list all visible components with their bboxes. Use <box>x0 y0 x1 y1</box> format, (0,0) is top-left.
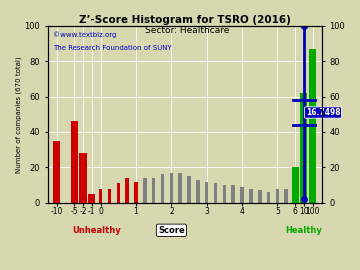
Text: Sector: Healthcare: Sector: Healthcare <box>145 26 229 35</box>
Bar <box>152 178 156 203</box>
Bar <box>300 93 307 203</box>
Y-axis label: Number of companies (670 total): Number of companies (670 total) <box>15 56 22 173</box>
Text: Score: Score <box>158 226 185 235</box>
Bar <box>134 181 138 203</box>
Bar <box>258 190 261 203</box>
Bar <box>292 167 299 203</box>
Bar <box>53 141 60 203</box>
Bar <box>125 178 129 203</box>
Bar <box>240 187 244 203</box>
Text: ©www.textbiz.org: ©www.textbiz.org <box>53 31 117 38</box>
Bar <box>71 121 78 203</box>
Bar <box>284 189 288 203</box>
Bar <box>99 189 103 203</box>
Bar <box>309 49 316 203</box>
Bar <box>143 178 147 203</box>
Bar <box>267 192 270 203</box>
Bar <box>196 180 200 203</box>
Bar <box>249 189 253 203</box>
Bar <box>276 189 279 203</box>
Bar <box>117 183 120 203</box>
Text: 16.7498: 16.7498 <box>306 108 340 117</box>
Bar <box>170 173 173 203</box>
Text: Unhealthy: Unhealthy <box>72 226 121 235</box>
Bar <box>214 183 217 203</box>
Bar <box>161 174 164 203</box>
Bar <box>205 181 208 203</box>
Text: The Research Foundation of SUNY: The Research Foundation of SUNY <box>53 45 172 51</box>
Bar <box>222 185 226 203</box>
Bar <box>88 194 95 203</box>
Title: Z’-Score Histogram for TSRO (2016): Z’-Score Histogram for TSRO (2016) <box>79 15 291 25</box>
Bar <box>80 153 86 203</box>
Bar <box>231 185 235 203</box>
Bar <box>108 189 111 203</box>
Bar <box>179 173 182 203</box>
Bar <box>187 176 191 203</box>
Text: Healthy: Healthy <box>285 226 322 235</box>
